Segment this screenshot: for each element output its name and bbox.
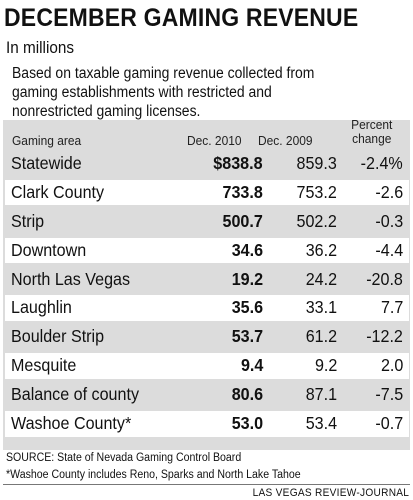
area-cell: Washoe County* xyxy=(11,413,132,434)
dec-2009-cell: 87.1 xyxy=(305,384,337,405)
publication-credit: LAS VEGAS REVIEW-JOURNAL xyxy=(252,487,409,499)
table-row: Boulder Strip 53.7 61.2 -12.2 xyxy=(5,324,409,350)
area-cell: Statewide xyxy=(11,153,82,173)
table-body: Statewide $838.8 859.3 -2.4% Clark County 733… xyxy=(5,151,409,440)
table-row: Clark County 733.8 753.2 -2.6 xyxy=(5,179,409,206)
table-row: Statewide $838.8 859.3 -2.4% xyxy=(5,151,409,177)
percent-change-cell: -4.4 xyxy=(375,239,403,260)
chart-title: DECEMBER GAMING REVENUE xyxy=(4,4,359,32)
percent-change-cell: -0.3 xyxy=(375,210,403,231)
dec-2009-cell: 502.2 xyxy=(296,210,337,231)
footer-rule xyxy=(3,484,410,485)
table-row: North Las Vegas 19.2 24.2 -20.8 xyxy=(5,267,409,293)
dec-2009-cell: 36.2 xyxy=(305,239,337,260)
column-header-percent-change: Percent change xyxy=(351,117,393,146)
dec-2010-cell: 19.2 xyxy=(231,268,263,289)
area-cell: Laughlin xyxy=(11,297,72,318)
table-background-band xyxy=(3,120,410,450)
source-note: SOURCE: State of Nevada Gaming Control B… xyxy=(6,452,242,464)
description-line: gaming establishments with restricted an… xyxy=(12,84,272,101)
percent-change-cell: -7.5 xyxy=(375,384,403,405)
table-row: Downtown 34.6 36.2 -4.4 xyxy=(5,237,409,264)
dec-2010-cell: $838.8 xyxy=(213,153,263,173)
table-row: Mesquite 9.4 9.2 2.0 xyxy=(5,353,409,379)
area-cell: Balance of county xyxy=(11,384,139,405)
column-header-dec-2009: Dec. 2009 xyxy=(258,133,313,148)
chart-description: Based on taxable gaming revenue collecte… xyxy=(12,64,368,121)
column-header-gaming-area: Gaming area xyxy=(12,133,82,148)
dec-2009-cell: 24.2 xyxy=(305,268,337,289)
description-line: nonrestricted gaming licenses. xyxy=(12,103,201,120)
area-cell: North Las Vegas xyxy=(11,268,131,289)
dec-2010-cell: 35.6 xyxy=(231,297,263,318)
percent-change-cell: -12.2 xyxy=(366,326,403,347)
chart-subtitle: In millions xyxy=(6,38,75,57)
dec-2009-cell: 859.3 xyxy=(296,153,337,173)
area-cell: Mesquite xyxy=(11,355,77,376)
area-cell: Clark County xyxy=(11,181,105,202)
dec-2009-cell: 33.1 xyxy=(305,297,337,318)
dec-2010-cell: 9.4 xyxy=(240,355,263,376)
dec-2009-cell: 61.2 xyxy=(305,326,337,347)
dec-2010-cell: 34.6 xyxy=(231,239,263,260)
dec-2010-cell: 80.6 xyxy=(231,384,263,405)
dec-2010-cell: 53.0 xyxy=(231,413,263,434)
percent-change-cell: -0.7 xyxy=(375,413,403,434)
dec-2009-cell: 9.2 xyxy=(314,355,337,376)
dec-2010-cell: 53.7 xyxy=(231,326,263,347)
area-cell: Strip xyxy=(11,210,45,231)
dec-2010-cell: 500.7 xyxy=(222,210,263,231)
table-row: Balance of county 80.6 87.1 -7.5 xyxy=(5,382,409,408)
percent-change-cell: -20.8 xyxy=(366,268,403,289)
table-row: Strip 500.7 502.2 -0.3 xyxy=(5,209,409,235)
dec-2010-cell: 733.8 xyxy=(222,181,263,202)
area-cell: Downtown xyxy=(11,239,87,260)
column-header-dec-2010: Dec. 2010 xyxy=(187,133,242,148)
percent-change-cell: -2.4% xyxy=(360,153,403,173)
dec-2009-cell: 53.4 xyxy=(305,413,337,434)
footnote: *Washoe County includes Reno, Sparks and… xyxy=(6,469,301,481)
dec-2009-cell: 753.2 xyxy=(296,181,337,202)
area-cell: Boulder Strip xyxy=(11,326,105,347)
description-line: Based on taxable gaming revenue collecte… xyxy=(12,65,315,82)
table-row: Washoe County* 53.0 53.4 -0.7 xyxy=(5,411,409,437)
percent-change-cell: -2.6 xyxy=(375,181,403,202)
percent-change-cell: 7.7 xyxy=(380,297,403,318)
table-row: Laughlin 35.6 33.1 7.7 xyxy=(5,295,409,322)
percent-change-cell: 2.0 xyxy=(380,355,403,376)
